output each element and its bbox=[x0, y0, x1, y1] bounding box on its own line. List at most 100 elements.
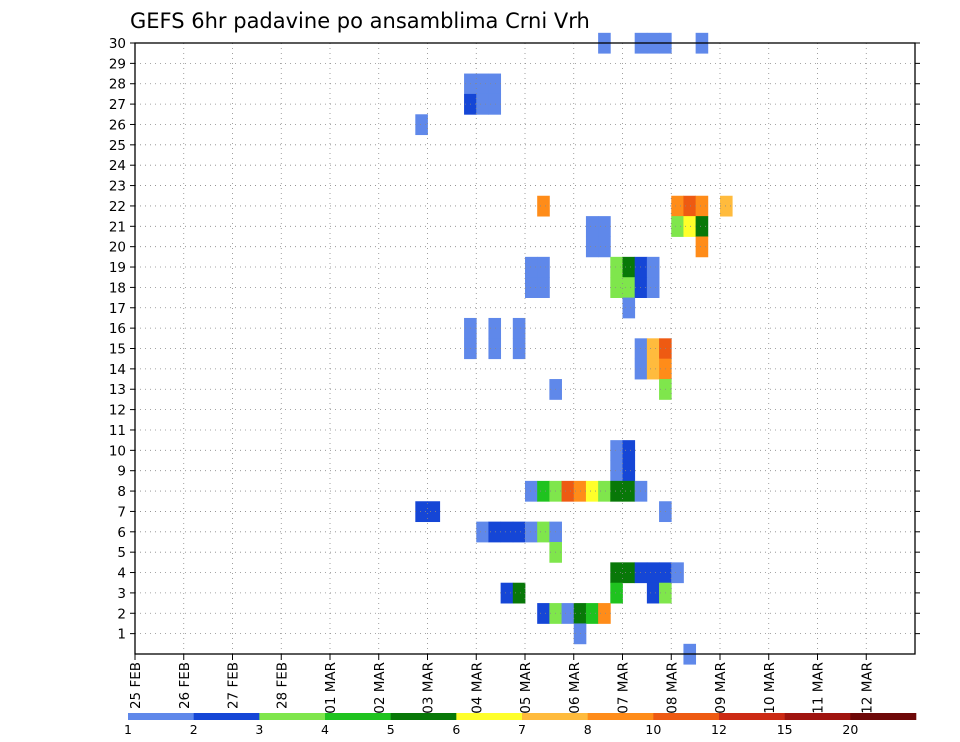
heatmap-cell bbox=[427, 501, 441, 523]
legend-swatch bbox=[128, 713, 194, 720]
heatmap-cell bbox=[537, 603, 550, 624]
y-tick-label: 22 bbox=[109, 199, 126, 215]
x-tick-label: 05 MAR bbox=[518, 662, 534, 714]
y-tick-label: 9 bbox=[117, 464, 126, 480]
x-tick-label: 09 MAR bbox=[713, 662, 729, 714]
heatmap-cell bbox=[561, 480, 575, 502]
heatmap-cell bbox=[585, 603, 599, 624]
x-tick-label: 27 FEB bbox=[226, 662, 242, 709]
legend-swatch bbox=[653, 713, 720, 720]
heatmap-cell bbox=[598, 236, 611, 258]
heatmap-cell bbox=[537, 277, 550, 298]
heatmap-cell bbox=[598, 216, 611, 237]
legend-swatch bbox=[850, 713, 917, 720]
y-tick-label: 28 bbox=[109, 77, 126, 93]
heatmap-cell bbox=[512, 338, 526, 360]
y-tick-label: 26 bbox=[109, 117, 126, 133]
y-tick-label: 12 bbox=[109, 403, 126, 419]
legend-swatch bbox=[456, 713, 523, 720]
heatmap-cell bbox=[622, 480, 636, 502]
heatmap-cell bbox=[646, 338, 660, 360]
y-tick-label: 15 bbox=[109, 342, 126, 358]
legend-swatch bbox=[784, 713, 851, 720]
grid-lines bbox=[135, 43, 915, 654]
legend-swatch bbox=[522, 713, 588, 720]
legend-label: 4 bbox=[321, 722, 329, 737]
x-tick-label: 11 MAR bbox=[811, 662, 827, 714]
heatmap-cell bbox=[646, 277, 660, 298]
heatmap-cell bbox=[488, 338, 502, 360]
legend-label: 20 bbox=[842, 722, 858, 737]
x-tick-label: 12 MAR bbox=[859, 662, 875, 714]
y-tick-label: 3 bbox=[117, 586, 126, 602]
x-tick-label: 26 FEB bbox=[177, 662, 193, 709]
heatmap-cell bbox=[537, 256, 550, 278]
x-tick-label: 06 MAR bbox=[567, 662, 583, 714]
heatmap-cell bbox=[488, 521, 502, 543]
y-tick-label: 1 bbox=[117, 627, 126, 643]
x-tick-label: 01 MAR bbox=[323, 662, 339, 714]
legend-label: 12 bbox=[711, 722, 727, 737]
heatmap-cell bbox=[671, 216, 684, 237]
y-tick-label: 16 bbox=[109, 321, 126, 337]
legend-swatch bbox=[259, 713, 326, 720]
legend-label: 8 bbox=[584, 722, 592, 737]
x-tick-label: 03 MAR bbox=[421, 662, 437, 714]
heatmap-cell bbox=[646, 358, 660, 380]
y-tick-label: 6 bbox=[117, 525, 126, 541]
y-tick-label: 10 bbox=[109, 443, 126, 459]
heatmap-cell bbox=[500, 521, 514, 543]
legend-label: 5 bbox=[387, 722, 395, 737]
heatmap-cell bbox=[525, 521, 538, 543]
heatmap-cell bbox=[476, 73, 489, 95]
color-legend: 1 2 3 4 5 6 7 8 10 12 15 20 bbox=[124, 713, 917, 737]
legend-label: 3 bbox=[255, 722, 263, 737]
legend-label: 6 bbox=[452, 722, 460, 737]
heatmap-cell bbox=[561, 603, 575, 624]
x-tick-label: 28 FEB bbox=[274, 662, 290, 709]
x-tick-label: 04 MAR bbox=[469, 662, 485, 714]
heatmap-cell bbox=[488, 317, 502, 339]
heatmap-cell bbox=[500, 582, 514, 604]
legend-swatch bbox=[587, 713, 654, 720]
y-tick-label: 13 bbox=[109, 382, 126, 398]
legend-swatch bbox=[193, 713, 260, 720]
x-axis-ticks: 25 FEB 26 FEB 27 FEB 28 FEB 01 MAR 02 MAR 03 M… bbox=[128, 654, 875, 714]
x-tick-label: 10 MAR bbox=[762, 662, 778, 714]
heatmap-cell bbox=[537, 195, 550, 217]
heatmap-cell bbox=[537, 521, 550, 543]
y-tick-label: 11 bbox=[109, 423, 126, 439]
x-tick-label: 02 MAR bbox=[372, 662, 388, 714]
legend-label: 15 bbox=[777, 722, 793, 737]
heatmap-cell bbox=[488, 93, 502, 115]
heatmap-cell bbox=[720, 195, 733, 217]
heatmap-cell bbox=[683, 195, 697, 217]
heatmap-cell bbox=[476, 93, 489, 115]
heatmap-cell bbox=[525, 480, 538, 502]
legend-label: 2 bbox=[190, 722, 198, 737]
heatmap-cell bbox=[610, 256, 623, 278]
y-tick-label: 8 bbox=[117, 484, 126, 500]
heatmap-cell bbox=[622, 440, 636, 461]
legend-swatch bbox=[390, 713, 457, 720]
heatmap-cell bbox=[525, 277, 538, 298]
y-tick-label: 30 bbox=[109, 36, 126, 52]
heatmap-cell bbox=[646, 582, 660, 604]
chart-title: GEFS 6hr padavine po ansamblima Crni Vrh bbox=[130, 9, 590, 33]
y-tick-label: 25 bbox=[109, 138, 126, 154]
y-tick-label: 17 bbox=[109, 301, 126, 317]
heatmap-cell bbox=[622, 562, 636, 584]
heatmap-cell bbox=[622, 277, 636, 298]
y-tick-label: 29 bbox=[109, 56, 126, 72]
heatmap-cell bbox=[415, 501, 428, 523]
heatmap-cell bbox=[512, 317, 526, 339]
heatmap-cell bbox=[610, 582, 623, 604]
x-tick-label: 08 MAR bbox=[664, 662, 680, 714]
heatmap-cell bbox=[646, 256, 660, 278]
legend-label: 1 bbox=[124, 722, 132, 737]
heatmap-cell bbox=[695, 195, 709, 217]
legend-swatch bbox=[325, 713, 391, 720]
heatmap-cell bbox=[646, 562, 660, 584]
y-tick-label: 21 bbox=[109, 219, 126, 235]
y-tick-label: 4 bbox=[117, 566, 126, 582]
